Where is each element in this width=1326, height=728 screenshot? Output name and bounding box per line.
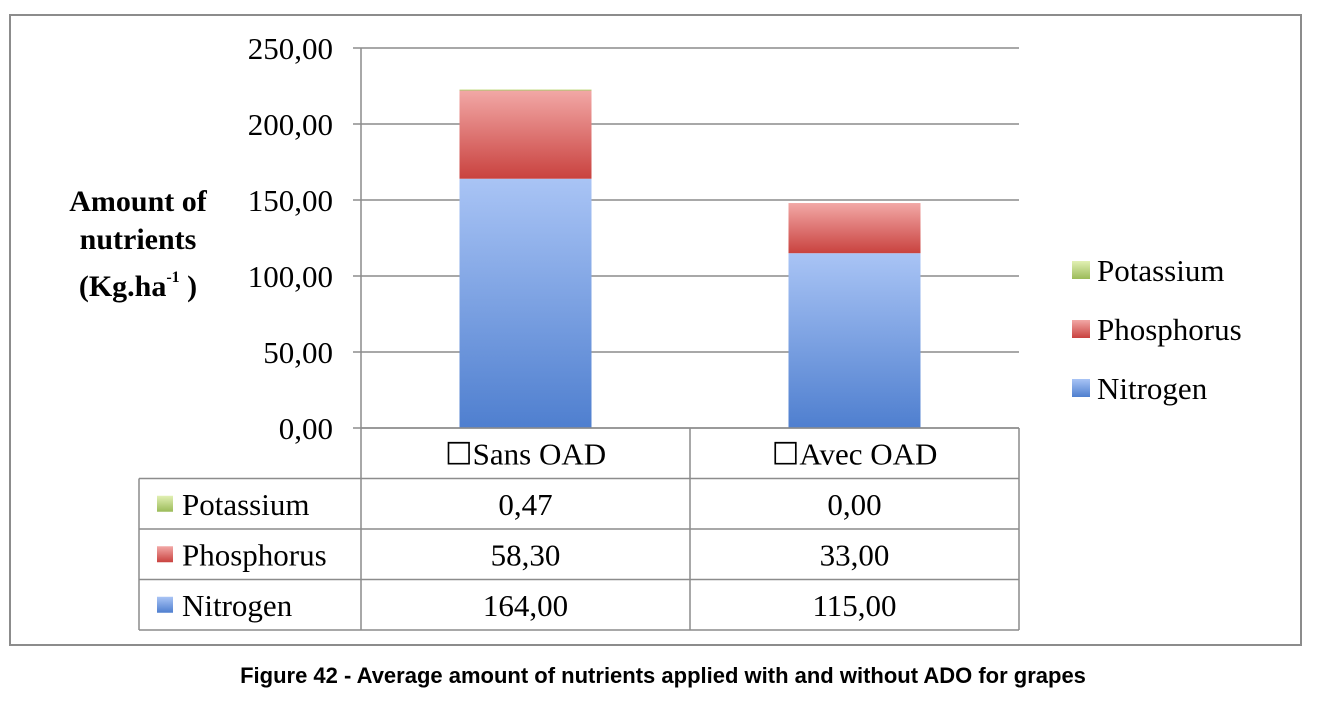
data-label: 115,00 <box>812 588 896 623</box>
legend: Potassium Phosphorus Nitrogen <box>1072 253 1242 406</box>
data-label: 33,00 <box>820 537 890 572</box>
legend-label: Potassium <box>1097 253 1224 288</box>
y-axis-label-line: nutrients <box>79 223 197 256</box>
y-axis-label-line: Amount of <box>69 185 207 218</box>
y-axis-label-line: (Kg.ha-1 ) <box>40 259 236 306</box>
data-label: 0,00 <box>827 487 881 522</box>
legend-key-phosphorus <box>1072 320 1090 338</box>
category-label: ☐Sans OAD <box>445 436 606 471</box>
legend-key-nitrogen <box>1072 379 1090 397</box>
bars <box>459 89 921 428</box>
legend-label: Nitrogen <box>1097 371 1208 406</box>
bar-segment-potassium <box>459 89 592 91</box>
legend-label: Phosphorus <box>1097 312 1242 347</box>
data-table: ☐Sans OAD ☐Avec OAD Potassium 0,47 0,00 Phosp… <box>138 427 1020 631</box>
table-series-name: Nitrogen <box>182 588 293 623</box>
y-tick-label: 200,00 <box>248 107 333 142</box>
y-axis-label-unit: (Kg.ha <box>78 270 167 303</box>
y-tick-label: 150,00 <box>248 183 333 218</box>
table-legend-key <box>157 546 173 563</box>
y-axis-label-exponent: -1 <box>166 269 180 286</box>
table-series-name: Phosphorus <box>182 537 327 572</box>
y-axis-label: Amount of nutrients (Kg.ha-1 ) <box>40 183 236 306</box>
data-label: 164,00 <box>483 588 568 623</box>
y-tick-label: 100,00 <box>248 259 333 294</box>
table-legend-key <box>157 495 173 512</box>
bar-segment-phosphorus <box>788 203 921 254</box>
y-tick-label: 0,00 <box>279 411 333 446</box>
data-label: 58,30 <box>491 537 561 572</box>
figure-caption: Figure 42 - Average amount of nutrients … <box>240 663 1086 688</box>
category-label: ☐Avec OAD <box>772 436 938 471</box>
data-label: 0,47 <box>498 487 552 522</box>
table-legend-key <box>157 596 173 613</box>
bar-segment-nitrogen <box>459 178 592 428</box>
y-tick-label: 50,00 <box>263 335 333 370</box>
y-axis-label-close: ) <box>179 270 198 303</box>
bar-segment-phosphorus <box>459 90 592 179</box>
y-tick-label: 250,00 <box>248 31 333 66</box>
table-series-name: Potassium <box>182 487 309 522</box>
bar-segment-nitrogen <box>788 253 921 428</box>
legend-key-potassium <box>1072 261 1090 279</box>
